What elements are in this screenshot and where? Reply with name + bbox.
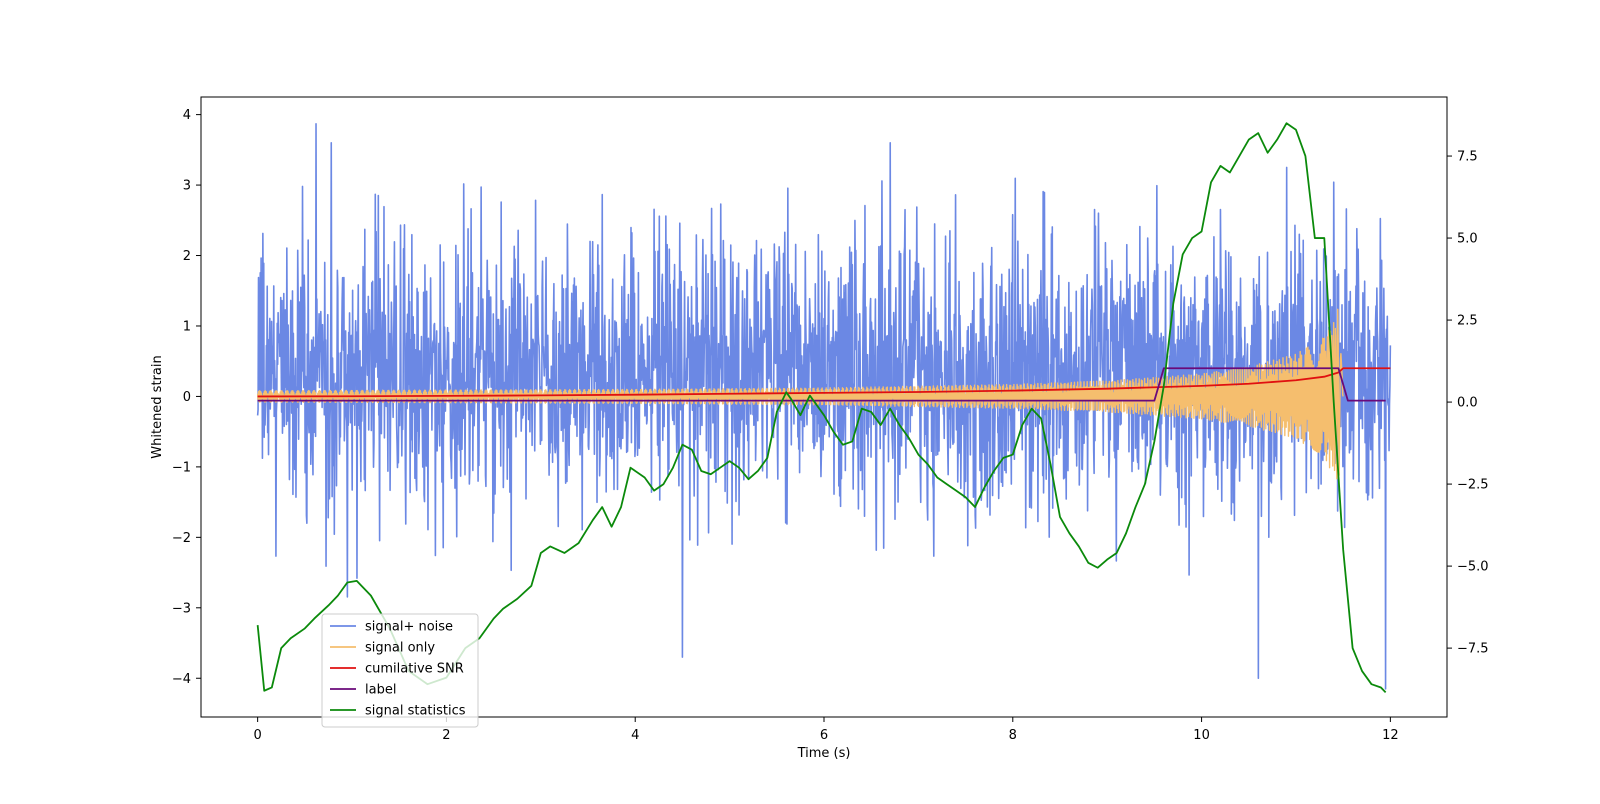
y-tick-label: 1 [183,319,191,334]
y2-tick-label: −7.5 [1457,642,1489,657]
x-tick-label: 2 [442,728,450,743]
series-signal-noise [256,122,1392,690]
y-tick-label: 4 [183,108,191,123]
legend: signal+ noise signal only cumilative SNR la… [321,613,479,728]
series-cumilative-snr [257,367,1391,398]
y-axis-right: −7.5 −5.0 −2.5 0.0 2.5 5.0 7.5 [1447,150,1489,657]
series-signal-statistics [256,122,1387,694]
y-tick-label: −1 [172,460,191,475]
x-tick-label: 10 [1193,728,1210,743]
x-tick-label: 12 [1382,728,1399,743]
y2-tick-label: −2.5 [1457,478,1489,493]
y2-tick-label: −5.0 [1457,560,1489,575]
x-axis-label: Time (s) [797,746,851,761]
series-label [257,367,1386,402]
y-tick-label: 2 [183,249,191,264]
x-tick-label: 6 [820,728,828,743]
legend-label: signal+ noise [365,620,453,635]
y2-tick-label: 7.5 [1457,150,1478,165]
series-signal-only [256,308,1344,480]
legend-label: label [365,683,396,698]
y-axis-label: Whitened strain [150,355,165,458]
y2-tick-label: 5.0 [1457,232,1478,247]
y-tick-label: 3 [183,179,191,194]
y2-tick-label: 0.0 [1457,396,1478,411]
y-tick-label: 0 [183,390,191,405]
legend-label: signal only [365,641,435,656]
legend-box [321,613,479,728]
y-tick-label: −2 [172,531,191,546]
y2-tick-label: 2.5 [1457,314,1478,329]
plot-area [256,122,1392,694]
y-tick-label: −3 [172,601,191,616]
y-tick-label: −4 [172,672,191,687]
x-tick-label: 0 [253,728,261,743]
legend-label: signal statistics [365,704,466,719]
x-tick-label: 8 [1009,728,1017,743]
x-tick-label: 4 [631,728,639,743]
y-axis-left: −4 −3 −2 −1 0 1 2 3 4 [172,108,201,687]
legend-label: cumilative SNR [365,662,464,677]
